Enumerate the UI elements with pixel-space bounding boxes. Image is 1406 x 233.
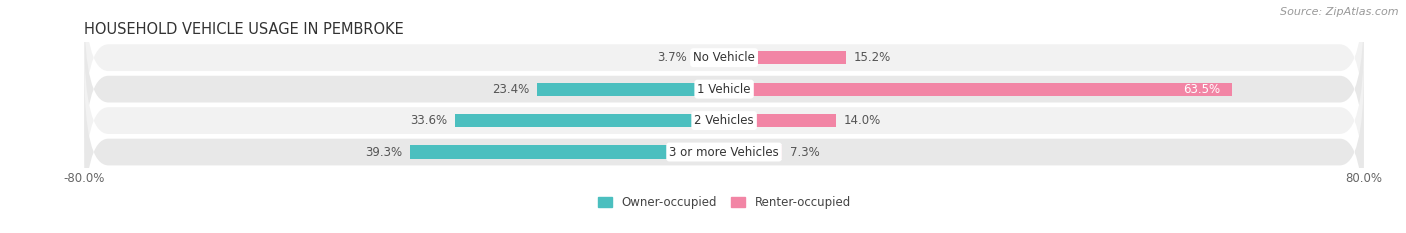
Text: 63.5%: 63.5% [1182,83,1220,96]
Text: Source: ZipAtlas.com: Source: ZipAtlas.com [1281,7,1399,17]
Text: 23.4%: 23.4% [492,83,529,96]
Bar [409,145,724,159]
Bar [724,114,837,127]
Bar [456,114,724,127]
Legend: Owner-occupied, Renter-occupied: Owner-occupied, Renter-occupied [598,196,851,209]
Bar [724,82,1232,96]
Text: 7.3%: 7.3% [790,146,820,158]
Text: 15.2%: 15.2% [853,51,891,64]
Text: 33.6%: 33.6% [411,114,447,127]
Text: 3.7%: 3.7% [657,51,686,64]
Text: No Vehicle: No Vehicle [693,51,755,64]
Text: HOUSEHOLD VEHICLE USAGE IN PEMBROKE: HOUSEHOLD VEHICLE USAGE IN PEMBROKE [84,22,404,37]
Text: 14.0%: 14.0% [844,114,882,127]
FancyBboxPatch shape [84,8,1364,170]
Text: 3 or more Vehicles: 3 or more Vehicles [669,146,779,158]
Bar [695,51,724,64]
Text: 1 Vehicle: 1 Vehicle [697,83,751,96]
FancyBboxPatch shape [84,0,1364,139]
Bar [724,51,845,64]
FancyBboxPatch shape [84,71,1364,233]
Bar [537,82,724,96]
Text: 2 Vehicles: 2 Vehicles [695,114,754,127]
FancyBboxPatch shape [84,40,1364,202]
Text: 39.3%: 39.3% [364,146,402,158]
Bar [724,145,783,159]
